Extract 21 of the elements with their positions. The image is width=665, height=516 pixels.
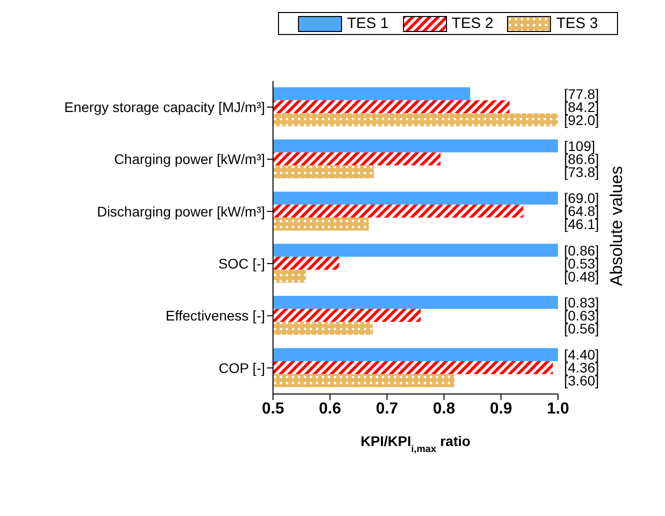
y-tick-label: SOC [-] — [218, 256, 265, 272]
y-tick-label: Energy storage capacity [MJ/m³] — [64, 99, 265, 116]
text: [77.8] — [564, 86, 600, 102]
x-tick-label: 1.0 — [546, 400, 570, 418]
x-tick-label: 0.7 — [376, 400, 398, 418]
text: [4.40] — [564, 346, 600, 363]
legend-label: TES 3 — [555, 15, 598, 32]
y2-axis-title: Absolute values — [607, 166, 627, 286]
x-axis-title: KPI/KPI$_{i,max}$ ratio — [360, 433, 470, 454]
x-tick-label: 0.8 — [432, 400, 456, 418]
text: [69.0] — [564, 190, 600, 206]
y-tick-label: Charging power [kW/m³] — [114, 151, 265, 168]
x-tick-label: 0.5 — [262, 400, 284, 418]
x-tick-label: 0.9 — [490, 400, 512, 418]
x-tick-label: 0.6 — [318, 400, 342, 418]
legend-label: TES 2 — [450, 15, 494, 32]
y-tick-label: Effectiveness [-] — [166, 308, 265, 324]
y-tick-label: Discharging power [kW/m³] — [96, 203, 265, 220]
legend-label: TES 1 — [346, 15, 389, 32]
y-tick-label: COP [-] — [218, 360, 265, 376]
text: [0.86] — [564, 242, 600, 258]
